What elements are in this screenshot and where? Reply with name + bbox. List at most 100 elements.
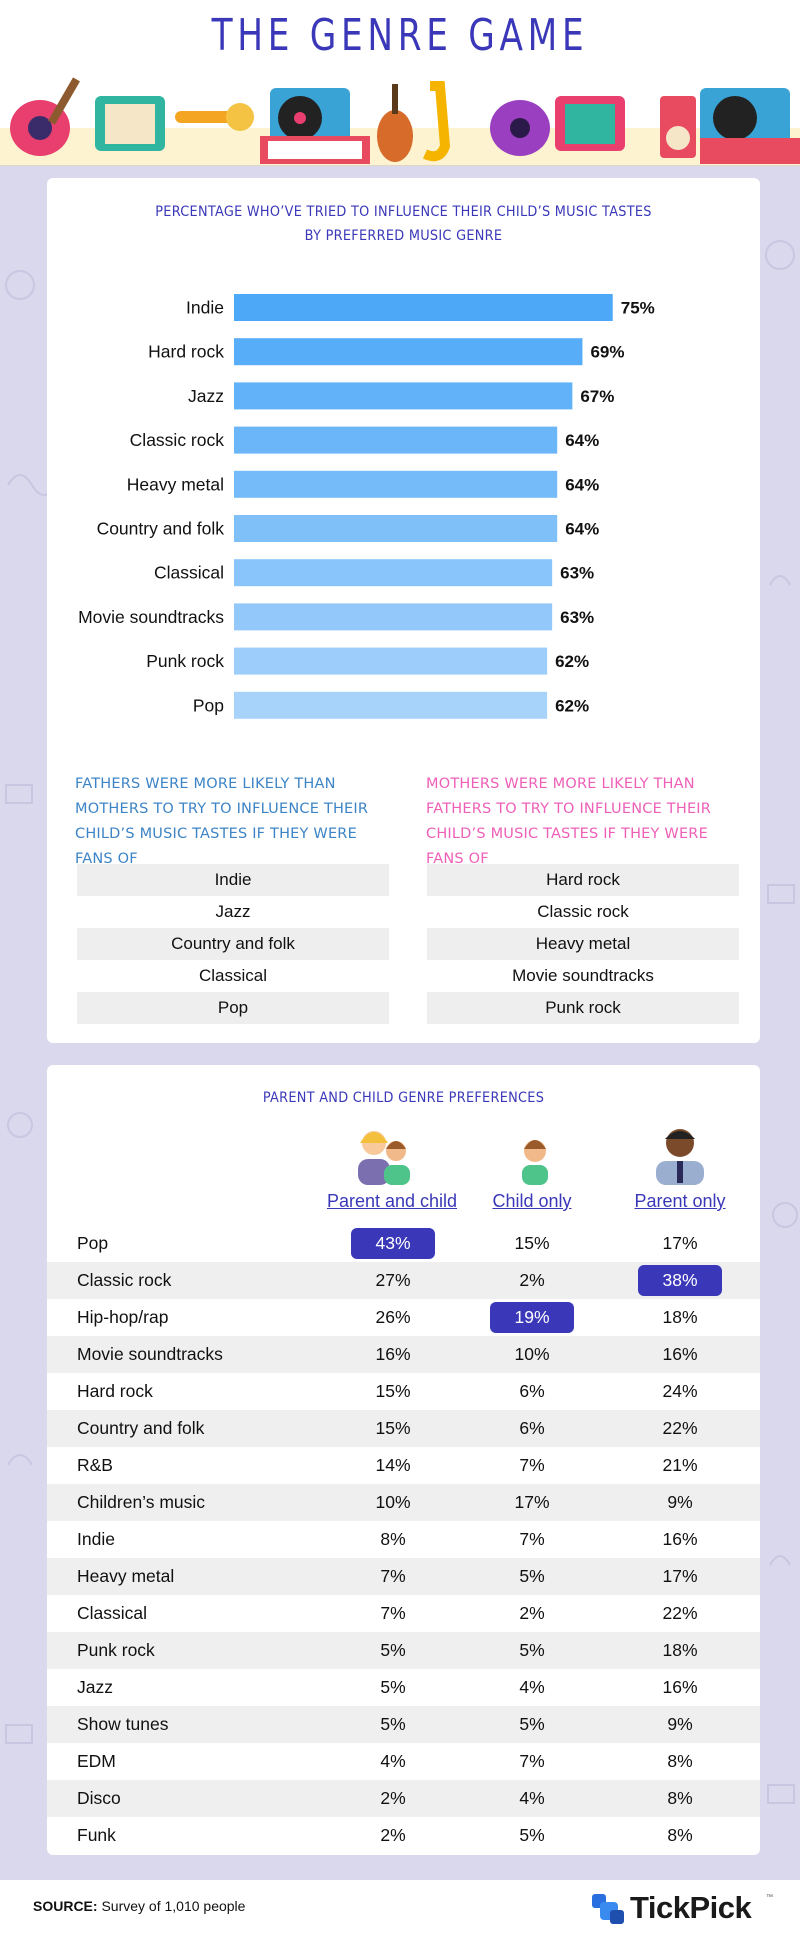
table-row: Funk 2% 5% 8% xyxy=(47,1817,760,1854)
table-row: Children’s music 10% 17% 9% xyxy=(47,1484,760,1521)
genre-cell: Classic rock xyxy=(77,1270,172,1290)
fathers-genre-list: Indie Jazz Country and folk Classical Po… xyxy=(77,864,389,1024)
table-row: R&B 14% 7% 21% xyxy=(47,1447,760,1484)
value-label: 64% xyxy=(565,431,599,450)
value-cell: 22% xyxy=(662,1418,698,1438)
bar xyxy=(234,382,573,410)
value-cell: 2% xyxy=(519,1270,545,1290)
value-cell: 17% xyxy=(662,1566,698,1586)
list-item: Country and folk xyxy=(77,928,389,960)
accordion-icon-2 xyxy=(555,96,625,151)
chart-title-line: PERCENTAGE WHO’VE TRIED TO INFLUENCE THE… xyxy=(155,204,652,220)
value-cell: 21% xyxy=(662,1455,698,1475)
value-cell: 4% xyxy=(519,1677,545,1697)
trademark: ™ xyxy=(766,1894,773,1901)
child-icon xyxy=(522,1140,548,1185)
page-title: THE GENRE GAME xyxy=(211,10,589,61)
value-cell: 5% xyxy=(519,1825,545,1845)
chart-title-line: BY PREFERRED MUSIC GENRE xyxy=(304,228,503,244)
value-label: 62% xyxy=(555,652,589,671)
genre-cell: Hard rock xyxy=(77,1381,153,1401)
highlighted-value-cell: 43% xyxy=(351,1228,435,1259)
table-title: PARENT AND CHILD GENRE PREFERENCES xyxy=(262,1090,545,1106)
genre-cell: Hip-hop/rap xyxy=(77,1307,169,1327)
list-item: Hard rock xyxy=(427,864,739,896)
value-cell: 7% xyxy=(519,1751,545,1771)
turntable-icon-2 xyxy=(700,88,800,164)
category-label: Heavy metal xyxy=(127,474,224,494)
bar xyxy=(234,294,613,321)
value-cell: 5% xyxy=(519,1566,545,1586)
value-cell: 22% xyxy=(662,1603,698,1623)
category-label: Country and folk xyxy=(97,519,225,539)
value-cell: 6% xyxy=(519,1418,545,1438)
list-item: Movie soundtracks xyxy=(512,966,654,985)
column-header-parent-only: Parent only xyxy=(634,1191,726,1211)
table-row: Indie 8% 7% 16% xyxy=(47,1521,760,1558)
value-cell: 8% xyxy=(667,1751,693,1771)
brand-name: TickPick xyxy=(630,1890,752,1925)
value-cell: 7% xyxy=(519,1529,545,1549)
value-cell: 5% xyxy=(380,1640,406,1660)
fathers-note: FATHERS WERE MORE LIKELY THAN MOTHERS TO… xyxy=(75,776,369,867)
table-row: EDM 4% 7% 8% xyxy=(47,1743,760,1780)
genre-cell: Funk xyxy=(77,1825,116,1845)
table-row: Movie soundtracks 16% 10% 16% xyxy=(47,1336,760,1373)
list-item: Classical xyxy=(198,966,268,985)
table-row: Hard rock 15% 6% 24% xyxy=(47,1373,760,1410)
value-cell: 4% xyxy=(519,1788,545,1808)
influence-bar-chart: Indie 75% Hard rock 69% Jazz 67% Classic rock 6… xyxy=(78,294,655,719)
value-cell: 5% xyxy=(380,1714,406,1734)
keyboard-icon xyxy=(260,136,370,164)
speaker-icon xyxy=(660,96,696,158)
value-label: 63% xyxy=(560,564,594,583)
value-cell: 2% xyxy=(380,1825,406,1845)
category-label: Pop xyxy=(193,695,224,715)
table-row: Punk rock 5% 5% 18% xyxy=(47,1632,760,1669)
value-cell: 17% xyxy=(662,1233,698,1253)
value-cell: 14% xyxy=(375,1455,411,1475)
influence-chart-card: PERCENTAGE WHO’VE TRIED TO INFLUENCE THE… xyxy=(47,178,760,1043)
value-cell: 16% xyxy=(375,1344,411,1364)
source-note: SOURCE: Survey of 1,010 people xyxy=(33,1898,245,1914)
list-item: Pop xyxy=(77,992,389,1024)
category-label: Classic rock xyxy=(130,430,225,450)
value-cell: 8% xyxy=(667,1788,693,1808)
highlighted-value-cell: 19% xyxy=(490,1302,574,1333)
value-cell: 5% xyxy=(519,1640,545,1660)
genre-cell: Children’s music xyxy=(77,1492,206,1512)
source-label: SOURCE: xyxy=(33,1898,98,1914)
highlighted-value-cell: 38% xyxy=(638,1265,722,1296)
genre-cell: R&B xyxy=(77,1455,113,1475)
table-row: Show tunes 5% 5% 9% xyxy=(47,1706,760,1743)
value-cell: 7% xyxy=(380,1603,406,1623)
music-instruments-banner xyxy=(0,77,800,166)
list-item: Punk rock xyxy=(427,992,739,1024)
value-cell: 8% xyxy=(667,1825,693,1845)
value-cell: 9% xyxy=(667,1492,693,1512)
genre-cell: Punk rock xyxy=(77,1640,155,1660)
tickpick-logo-icon xyxy=(592,1894,624,1924)
value-cell: 15% xyxy=(375,1381,411,1401)
value-cell: 2% xyxy=(380,1788,406,1808)
value-cell: 9% xyxy=(667,1714,693,1734)
value-cell: 17% xyxy=(514,1492,550,1512)
value-label: 63% xyxy=(560,608,594,627)
bar xyxy=(234,559,553,587)
value-cell: 27% xyxy=(375,1270,411,1290)
saxophone-icon xyxy=(422,81,451,162)
guitar-icon xyxy=(10,77,80,156)
genre-cell: EDM xyxy=(77,1751,116,1771)
value-cell: 15% xyxy=(514,1233,550,1253)
header: THE GENRE GAME xyxy=(0,0,800,166)
parent-and-child-icon xyxy=(358,1131,410,1185)
chart-title: PERCENTAGE WHO’VE TRIED TO INFLUENCE THE… xyxy=(76,200,732,248)
value-cell: 6% xyxy=(519,1381,545,1401)
source-text: Survey of 1,010 people xyxy=(101,1898,246,1914)
value-cell: 4% xyxy=(380,1751,406,1771)
mothers-note: MOTHERS WERE MORE LIKELY THAN FATHERS TO… xyxy=(426,776,712,867)
value-cell: 2% xyxy=(519,1603,545,1623)
guitar-icon-2 xyxy=(490,100,550,156)
category-label: Movie soundtracks xyxy=(78,607,224,627)
table-row: Hip-hop/rap 26% 19% 18% xyxy=(47,1299,760,1336)
